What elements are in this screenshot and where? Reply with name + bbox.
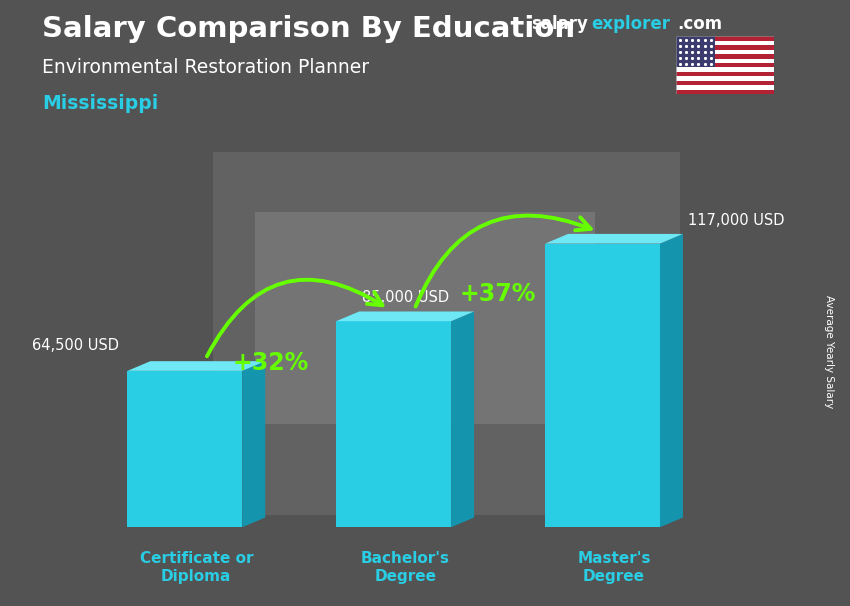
Polygon shape xyxy=(242,361,265,527)
Text: +37%: +37% xyxy=(460,282,536,306)
Bar xyxy=(676,81,774,85)
Text: 85,000 USD: 85,000 USD xyxy=(361,290,449,305)
Bar xyxy=(545,244,660,527)
Text: 117,000 USD: 117,000 USD xyxy=(688,213,785,228)
Bar xyxy=(676,72,774,76)
Bar xyxy=(212,152,680,515)
Text: salary: salary xyxy=(531,15,588,33)
Bar xyxy=(337,321,451,527)
Bar xyxy=(676,76,774,81)
Text: Certificate or
Diploma: Certificate or Diploma xyxy=(139,551,253,584)
Text: Average Yearly Salary: Average Yearly Salary xyxy=(824,295,834,408)
Bar xyxy=(676,36,774,41)
Text: 64,500 USD: 64,500 USD xyxy=(32,338,119,353)
Polygon shape xyxy=(128,361,265,371)
Bar xyxy=(128,371,242,527)
Bar xyxy=(255,212,595,424)
Bar xyxy=(676,50,774,54)
Text: Bachelor's
Degree: Bachelor's Degree xyxy=(360,551,450,584)
Text: +32%: +32% xyxy=(232,351,309,375)
Text: explorer: explorer xyxy=(591,15,670,33)
Text: Mississippi: Mississippi xyxy=(42,94,159,113)
Text: Salary Comparison By Education: Salary Comparison By Education xyxy=(42,15,575,43)
Polygon shape xyxy=(660,234,683,527)
Text: .com: .com xyxy=(677,15,722,33)
Polygon shape xyxy=(337,311,474,321)
Bar xyxy=(676,90,774,94)
Bar xyxy=(676,59,774,63)
Bar xyxy=(676,63,774,67)
Bar xyxy=(676,36,715,67)
Polygon shape xyxy=(451,311,474,527)
Bar xyxy=(676,45,774,50)
Bar xyxy=(676,41,774,45)
Text: Environmental Restoration Planner: Environmental Restoration Planner xyxy=(42,58,370,76)
Bar xyxy=(676,54,774,59)
Text: Master's
Degree: Master's Degree xyxy=(577,551,651,584)
Bar xyxy=(676,85,774,90)
Polygon shape xyxy=(545,234,683,244)
Bar xyxy=(676,67,774,72)
